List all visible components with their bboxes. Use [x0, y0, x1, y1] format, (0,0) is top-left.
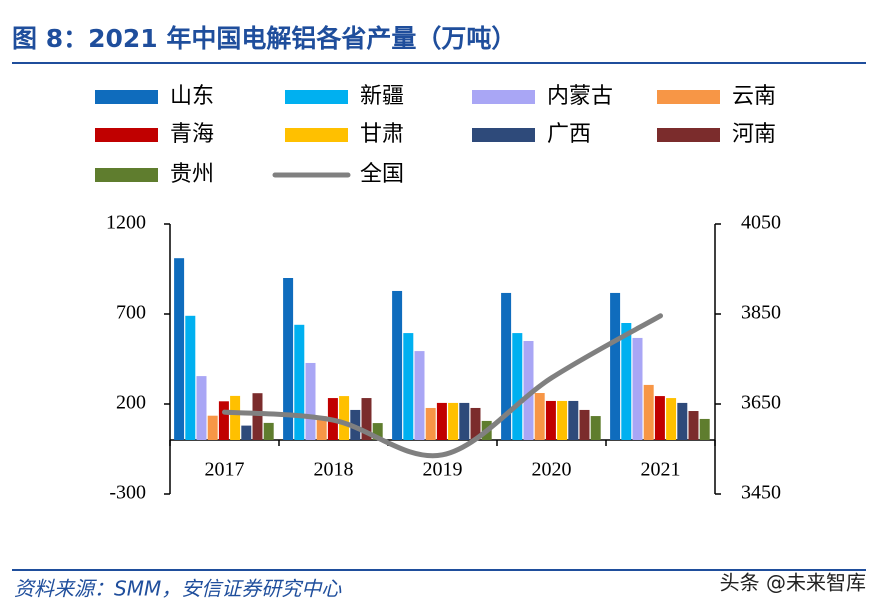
bar: [361, 398, 372, 440]
legend-label: 全国: [360, 162, 404, 187]
bar: [252, 393, 263, 440]
bar: [241, 425, 252, 440]
bar: [545, 400, 556, 440]
source: 资料来源：SMM，安信证券研究中心: [14, 577, 342, 601]
legend-swatch: [285, 128, 348, 142]
bar: [283, 278, 294, 440]
y2-tick-label: 3650: [741, 392, 781, 414]
legend-label: 云南: [732, 84, 776, 109]
y-tick-label: 700: [116, 302, 146, 324]
bar: [230, 395, 241, 440]
bar: [403, 333, 414, 440]
y2-tick-label: 3850: [741, 302, 781, 324]
bar: [470, 407, 481, 440]
bar: [666, 398, 677, 440]
y-tick-label: -300: [109, 482, 146, 504]
legend-swatch: [285, 90, 348, 104]
legend-swatch: [472, 90, 535, 104]
legend-label: 新疆: [360, 84, 404, 109]
bar: [339, 396, 350, 440]
bar: [207, 415, 218, 440]
legend-swatch: [657, 90, 720, 104]
bar: [448, 402, 459, 440]
bar: [610, 292, 621, 440]
y2-tick-label: 3450: [741, 482, 781, 504]
bar: [501, 292, 512, 440]
x-tick-label: 2017: [205, 459, 245, 481]
chart-title: 图 8：2021 年中国电解铝各省产量（万吨）: [12, 24, 516, 53]
bar: [392, 290, 403, 440]
bar: [372, 423, 383, 440]
bar: [294, 324, 305, 440]
y-tick-label: 200: [116, 392, 146, 414]
bar: [677, 402, 688, 440]
bar: [305, 362, 316, 440]
bar: [621, 323, 632, 440]
bar: [316, 416, 327, 440]
legend-label: 河南: [732, 122, 776, 147]
legend-label: 贵州: [170, 162, 214, 187]
legend-label: 青海: [170, 122, 214, 147]
watermark: 头条 @未来智库: [720, 571, 866, 595]
bar: [185, 315, 196, 440]
bar: [654, 396, 665, 440]
bar: [579, 409, 590, 440]
bar: [263, 422, 274, 440]
bar: [643, 384, 654, 440]
bar: [196, 376, 207, 440]
bar: [512, 333, 523, 440]
x-tick-label: 2021: [641, 459, 681, 481]
bar: [436, 402, 447, 440]
legend-swatch: [472, 128, 535, 142]
x-tick-label: 2019: [423, 459, 463, 481]
bar: [425, 407, 436, 440]
y-tick-label: 1200: [106, 212, 146, 234]
bar: [557, 400, 568, 440]
legend-label: 广西: [547, 122, 591, 147]
bar: [568, 400, 579, 440]
legend-label: 山东: [170, 84, 214, 109]
bar: [688, 411, 699, 440]
x-tick-label: 2018: [314, 459, 354, 481]
x-tick-label: 2020: [532, 459, 572, 481]
legend-label: 内蒙古: [547, 84, 613, 109]
legend-swatch: [95, 128, 158, 142]
legend-swatch: [657, 128, 720, 142]
bar: [590, 416, 601, 440]
y2-tick-label: 4050: [741, 212, 781, 234]
bar: [523, 341, 534, 440]
bar: [534, 393, 545, 440]
bar: [218, 401, 229, 440]
bar: [459, 402, 470, 440]
bar: [632, 337, 643, 440]
legend-swatch: [95, 90, 158, 104]
legend-label: 甘肃: [360, 122, 404, 147]
line: [222, 313, 663, 459]
bar: [699, 418, 710, 440]
bar: [414, 351, 425, 440]
legend-swatch: [95, 168, 158, 182]
bar: [174, 258, 185, 440]
